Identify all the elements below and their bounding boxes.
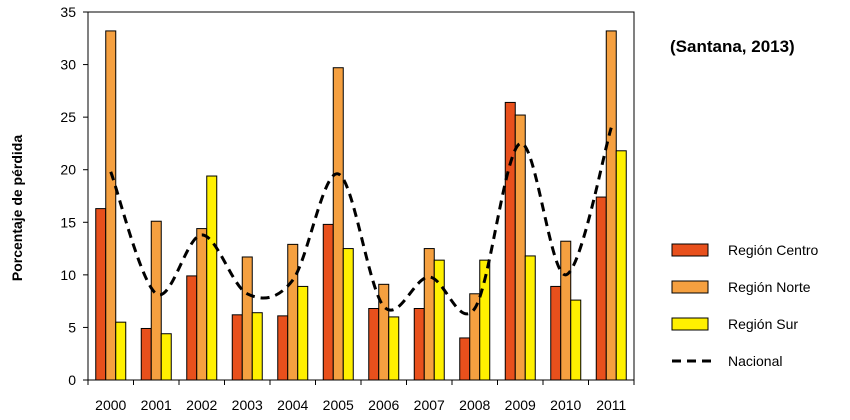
bar	[115, 321, 127, 381]
bars	[95, 30, 627, 381]
bar	[160, 333, 172, 381]
tick-labels: 0 5 10 15 20 25 30 35 2000 2001 2002 2003 2004 2005 20…	[60, 4, 626, 413]
bar	[277, 315, 289, 381]
x-tick-label: 2001	[141, 397, 172, 413]
bar	[150, 220, 162, 381]
bar	[514, 114, 526, 381]
legend-label: Región Centro	[728, 242, 818, 258]
bar	[196, 228, 208, 381]
bar	[479, 259, 491, 381]
series-lines	[109, 127, 613, 316]
bar	[140, 327, 152, 381]
x-tick-label: 2002	[186, 397, 217, 413]
legend: Región Centro Región Norte Región Sur Nacio…	[671, 242, 818, 369]
bar	[570, 299, 582, 381]
bar	[413, 308, 425, 381]
legend-label: Región Sur	[728, 316, 798, 332]
x-tick-label: 2009	[505, 397, 536, 413]
bar	[231, 314, 243, 381]
bar	[433, 259, 445, 381]
legend-label: Región Norte	[728, 279, 811, 295]
x-tick-label: 2010	[550, 397, 581, 413]
y-tick-label: 20	[60, 162, 76, 178]
x-tick-label: 2006	[368, 397, 399, 413]
y-tick-label: 25	[60, 109, 76, 125]
x-tick-label: 2000	[95, 397, 126, 413]
bar	[342, 248, 354, 381]
y-tick-label: 30	[60, 57, 76, 73]
bar	[605, 30, 617, 381]
bar	[560, 240, 572, 381]
x-tick-label: 2005	[323, 397, 354, 413]
series-line-nacional	[109, 127, 613, 316]
bar	[241, 256, 253, 381]
bar	[251, 312, 263, 381]
x-tick-label: 2003	[232, 397, 263, 413]
bar	[504, 101, 516, 381]
bar	[287, 243, 299, 381]
bar	[206, 175, 218, 381]
bar	[459, 337, 471, 381]
x-tick-label: 2007	[414, 397, 445, 413]
legend-label: Nacional	[728, 353, 782, 369]
x-tick-label: 2004	[277, 397, 308, 413]
bar	[297, 285, 309, 381]
bar	[388, 316, 400, 381]
axes	[83, 11, 635, 385]
bar	[524, 255, 536, 381]
bar	[368, 308, 380, 381]
bar	[186, 275, 198, 381]
bar	[105, 30, 117, 381]
bar	[332, 67, 344, 381]
bar	[322, 223, 334, 381]
y-tick-label: 10	[60, 267, 76, 283]
source-annotation: (Santana, 2013)	[670, 37, 795, 56]
legend-swatch	[671, 280, 709, 294]
x-tick-label: 2011	[596, 397, 626, 413]
y-tick-label: 0	[68, 372, 76, 388]
y-tick-label: 35	[60, 4, 76, 20]
y-tick-label: 5	[68, 319, 76, 335]
bar	[595, 196, 607, 381]
bar	[550, 285, 562, 381]
legend-swatch	[671, 317, 709, 331]
bar	[615, 150, 627, 381]
bar	[423, 248, 435, 381]
y-tick-label: 15	[60, 214, 76, 230]
legend-swatch	[671, 243, 709, 257]
x-tick-label: 2008	[459, 397, 490, 413]
y-axis-label: Porcentaje de pérdida	[9, 135, 25, 281]
bar	[95, 208, 107, 381]
